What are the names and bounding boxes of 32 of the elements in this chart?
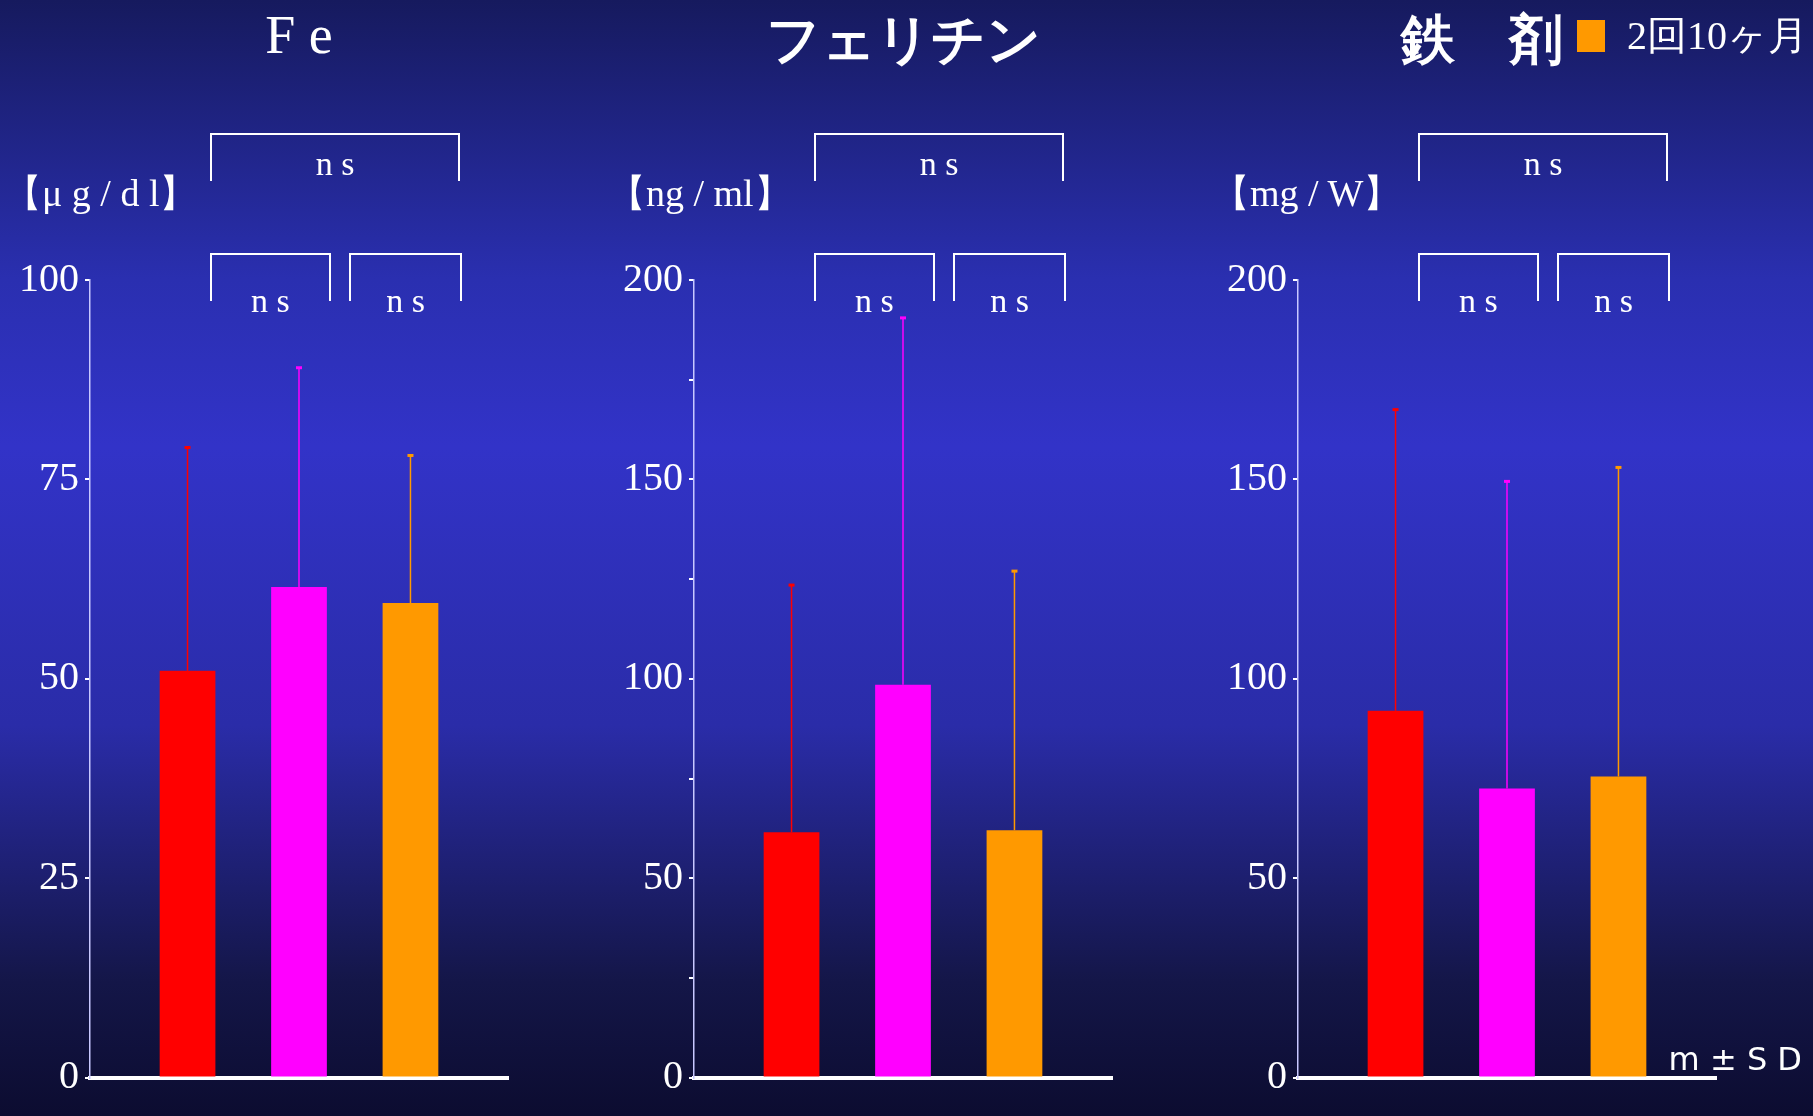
text: n s xyxy=(918,145,960,183)
y-axis-title: 【mg / W】 xyxy=(1212,171,1402,216)
y-tick-label: 0 xyxy=(59,1052,79,1098)
y-axis-title: 【ng / ml】 xyxy=(608,171,792,216)
y-tick-label: 150 xyxy=(623,453,683,499)
y-tick-label: 100 xyxy=(623,653,683,699)
annotation: n s xyxy=(989,282,1031,320)
chart-title: 鉄 剤 xyxy=(1401,8,1563,71)
annotation: n s xyxy=(1457,282,1499,320)
y-tick-label: 0 xyxy=(663,1052,683,1098)
y-tick-label: 75 xyxy=(39,453,79,499)
legend-label: 2回10ヶ月 xyxy=(1627,12,1808,60)
y-tick-label: 200 xyxy=(1227,254,1287,300)
y-tick-label: 50 xyxy=(643,852,683,898)
chart-title: フェリチン xyxy=(764,7,1042,73)
y-tick-label: 50 xyxy=(1247,852,1287,898)
annotation: m ± S D xyxy=(1668,1040,1802,1078)
y-tick-label: 100 xyxy=(19,254,79,300)
text: n s xyxy=(1522,145,1564,183)
y-tick-label: 50 xyxy=(39,653,79,699)
annotation: n s xyxy=(385,282,427,320)
y-tick-label: 0 xyxy=(1267,1052,1287,1098)
y-axis-title: 【μ g / d l】 xyxy=(4,171,198,216)
annotation: n s xyxy=(1593,282,1635,320)
annotation: n s xyxy=(249,282,291,320)
chart-title: F e xyxy=(264,4,334,66)
y-tick-label: 100 xyxy=(1227,653,1287,699)
y-tick-label: 150 xyxy=(1227,453,1287,499)
y-tick-label: 25 xyxy=(39,852,79,898)
text: n s xyxy=(314,145,356,183)
annotation: n s xyxy=(853,282,895,320)
y-tick-label: 200 xyxy=(623,254,683,300)
